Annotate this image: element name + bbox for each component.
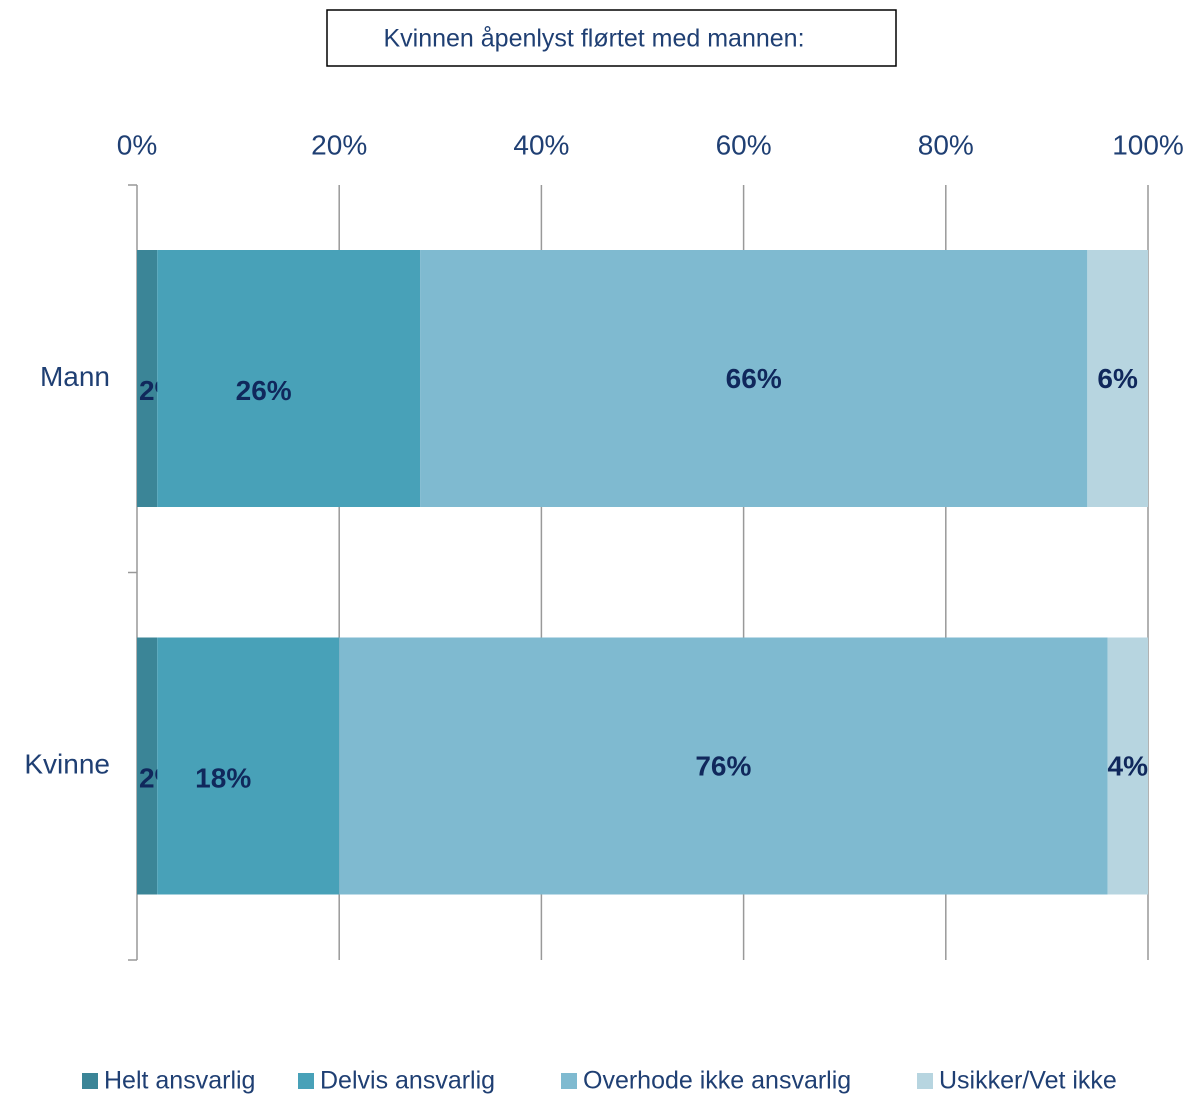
legend-label: Overhode ikke ansvarlig [583,1067,851,1095]
bar-segment [1107,637,1148,895]
bar-segment [157,637,340,895]
value-label: 26% [236,375,292,406]
x-tick-label: 20% [311,129,367,160]
x-tick-label: 80% [918,129,974,160]
value-label: 76% [695,750,751,781]
bar-segment [157,250,421,507]
legend-swatch [298,1073,314,1089]
title-box [326,9,897,67]
value-label: 4% [1108,750,1149,781]
bar-segment [1087,250,1148,507]
legend-swatch [82,1073,98,1089]
value-label: 18% [195,762,251,793]
legend-label: Usikker/Vet ikke [939,1067,1117,1095]
x-tick-label: 0% [117,129,157,160]
x-tick-label: 100% [1112,129,1184,160]
bar-segment [420,250,1088,507]
bar-segment [137,250,158,507]
bar-segment [137,637,158,895]
category-label: Kvinne [24,748,110,779]
bar-segment [339,637,1108,895]
value-label: 6% [1097,363,1138,394]
legend-swatch [561,1073,577,1089]
legend-label: Delvis ansvarlig [320,1067,495,1095]
category-label: Mann [40,361,110,392]
x-tick-label: 40% [513,129,569,160]
value-label: 66% [726,363,782,394]
chart-title: Kvinnen åpenlyst flørtet med mannen: [383,25,804,53]
legend-label: Helt ansvarlig [104,1067,255,1095]
x-tick-label: 60% [716,129,772,160]
legend-swatch [917,1073,933,1089]
